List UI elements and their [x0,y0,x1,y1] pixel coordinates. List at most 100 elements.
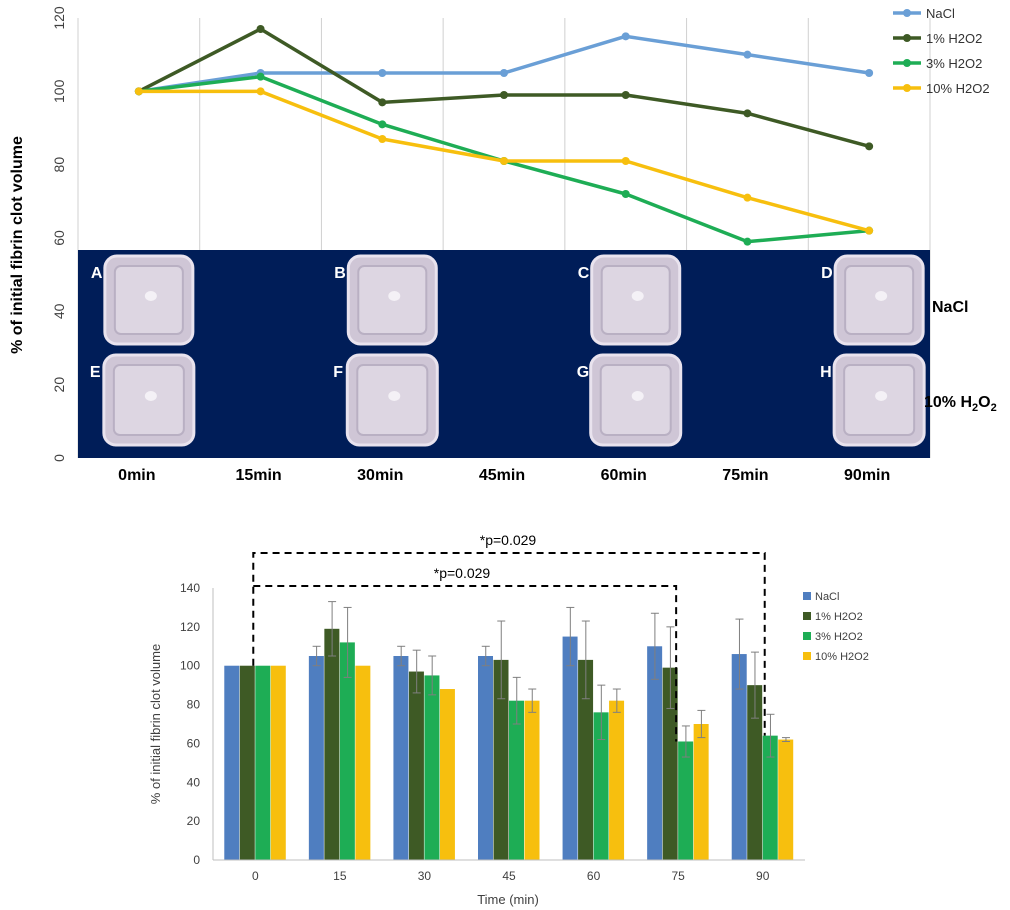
y-tick-label: 140 [180,581,200,595]
legend-marker [903,34,911,42]
annotation-outer-label: *p=0.029 [480,532,537,548]
data-point [378,135,387,143]
line-chart-legend: NaCl 1% H2O2 3% H2O2 10% H2O2 [893,6,990,96]
bar-3pct-h2o2 [424,675,440,860]
error-bar [566,606,575,667]
bar-1pct-h2o2 [578,659,594,860]
bar-3pct-h2o2 [593,712,609,860]
y-tick-label: 40 [187,775,201,789]
legend-swatch [803,592,811,600]
bar-chart-y-axis-label: % of initial fibrin clot volume [148,644,163,804]
bar-chart-bars [224,628,794,860]
data-point [134,87,143,96]
legend-item-10pct-h2o2: 10% H2O2 [893,81,990,96]
x-tick-label: 90min [844,467,890,484]
x-tick-label: 60 [587,869,601,883]
bar-1pct-h2o2 [324,628,340,860]
legend-marker [903,59,911,67]
bar-chart-x-axis-label: Time (min) [477,892,539,907]
legend-label: 1% H2O2 [815,611,863,623]
x-tick-label: 45 [502,869,516,883]
data-point [621,91,630,99]
y-tick-label: 120 [51,6,67,30]
clot-spot [875,291,888,301]
error-bar [750,651,759,719]
y-tick-label: 20 [187,814,201,828]
line-chart-x-ticks: 0min 15min 30min 45min 60min 75min 90min [118,467,890,484]
clot-photo: E [90,353,196,447]
error-bar [397,645,406,667]
line-chart-panel: A E B F C G D H 0 20 40 60 80 100 120 0min 15min 30min 4… [9,6,997,484]
bar-nacl [562,636,578,860]
error-bar [766,713,775,758]
legend-item-10pct-h2o2: 10% H2O2 [803,651,869,663]
legend-marker [903,84,911,92]
row-label-nacl: NaCl [932,299,968,316]
data-point [865,142,874,151]
photo-label: B [334,265,346,282]
bar-1pct-h2o2 [747,685,763,860]
y-tick-label: 0 [51,454,67,462]
data-point [743,109,752,118]
data-point [500,69,508,77]
clot-photo: H [820,353,926,447]
clot-photo: D [821,254,925,346]
bracket-inner [253,585,678,742]
legend-item-nacl: NaCl [803,591,839,603]
bar-nacl [224,665,240,860]
bar-chart-error-bars [312,601,790,758]
row-label-h2o2-o: O [978,394,990,411]
y-tick-label: 20 [51,377,67,393]
legend-swatch [803,632,811,640]
series-nacl [134,32,874,96]
x-tick-label: 90 [756,869,770,883]
series-line-nacl [138,34,870,94]
photo-label: D [821,265,833,282]
bar-nacl [393,656,409,860]
legend-label: NaCl [815,591,839,603]
legend-label: 1% H2O2 [926,31,982,46]
bar-1pct-h2o2 [239,665,255,860]
clot-photo: B [334,254,438,346]
photo-label: E [90,364,101,381]
error-bar [512,676,521,725]
x-tick-label: 15min [235,467,281,484]
error-bar [412,649,421,694]
bar-1pct-h2o2 [493,659,509,860]
clot-photo: F [333,353,439,447]
bar-nacl [478,656,493,860]
error-bar [781,737,790,742]
error-bar [650,612,659,680]
bar-nacl [731,654,747,860]
legend-label: 3% H2O2 [815,631,863,643]
data-point [500,91,508,99]
error-bar [735,618,744,690]
data-point [865,226,874,235]
series-1pct-h2o2 [134,25,874,151]
data-point [743,193,752,202]
data-point [256,87,265,96]
data-point [378,69,387,77]
bar-10pct-h2o2 [693,724,709,860]
y-tick-label: 80 [51,157,67,173]
row-label-h2o2-sub: 2 [972,402,978,414]
y-tick-label: 100 [180,659,200,673]
legend-marker [903,9,911,17]
data-point [256,72,265,81]
series-10pct-h2o2 [134,87,874,235]
clot-photo: A [91,254,195,346]
photo-label: F [333,364,343,381]
error-bar [528,688,537,713]
x-tick-label: 75min [722,467,768,484]
bar-1pct-h2o2 [408,671,424,860]
clot-spot [388,391,401,401]
bar-10pct-h2o2 [439,689,455,860]
row-label-h2o2-main: 10% H [924,394,972,411]
x-tick-label: 60min [601,467,647,484]
legend-label: 3% H2O2 [926,56,982,71]
error-bar [597,684,606,741]
y-tick-label: 0 [193,853,200,867]
bar-1pct-h2o2 [662,667,678,860]
bar-chart-panel: 0 20 40 60 80 100 120 140 0 15 30 45 60 75 90 *p=0.02… [148,532,869,907]
